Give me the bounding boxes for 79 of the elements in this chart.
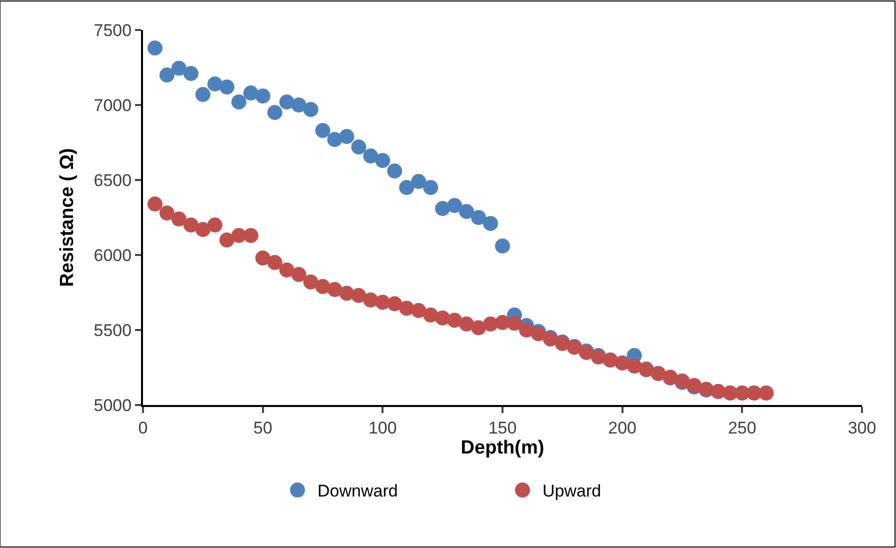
point (327, 282, 342, 297)
point (435, 310, 450, 326)
point (303, 102, 318, 117)
y-tick-label: 6500 (94, 170, 132, 190)
x-tick-label: 250 (728, 418, 756, 438)
x-tick-label: 100 (368, 418, 397, 438)
point (243, 228, 258, 243)
point (195, 222, 210, 237)
point (471, 210, 486, 225)
point (506, 316, 522, 331)
point (159, 206, 174, 220)
y-tick-label: 5500 (94, 320, 132, 340)
point (195, 87, 210, 102)
point (447, 198, 462, 213)
point (147, 40, 162, 56)
point (375, 294, 390, 310)
x-axis-title: Depth(m) (460, 438, 544, 459)
point (267, 255, 282, 270)
point (351, 288, 366, 303)
y-axis-title: Resistance ( Ω) (57, 148, 78, 287)
point (339, 129, 354, 144)
point (291, 98, 306, 112)
point (387, 164, 402, 178)
point (315, 279, 330, 294)
point (147, 196, 162, 212)
point (351, 140, 366, 154)
point (435, 201, 450, 216)
point (279, 94, 294, 110)
point (399, 300, 414, 316)
x-tick-label: 50 (253, 418, 272, 438)
point (459, 204, 474, 219)
point (255, 88, 270, 104)
point (483, 216, 498, 231)
point (626, 358, 642, 374)
point (518, 322, 534, 338)
point (279, 262, 294, 278)
point (411, 174, 426, 189)
x-tick-label: 200 (608, 418, 637, 438)
point (399, 180, 414, 195)
point (315, 123, 330, 138)
y-tick-label: 7500 (94, 20, 132, 40)
point (459, 316, 474, 332)
point (423, 180, 438, 195)
point (159, 68, 174, 82)
point (375, 153, 390, 168)
x-tick-label: 150 (488, 418, 517, 438)
point (183, 66, 198, 81)
y-tick-label: 5000 (94, 396, 132, 415)
point (614, 356, 630, 370)
point (327, 132, 342, 147)
point (483, 316, 498, 332)
point (219, 80, 234, 94)
point (219, 232, 234, 248)
point (387, 296, 402, 312)
legend-label: Upward (542, 482, 602, 501)
point (339, 286, 354, 301)
point (411, 303, 426, 318)
point (183, 218, 198, 232)
y-tick-label: 7000 (94, 96, 132, 115)
point (171, 212, 186, 226)
point (243, 86, 258, 100)
point (255, 250, 270, 266)
x-tick-label: 300 (848, 418, 876, 438)
point (231, 94, 246, 110)
x-tick-label: 0 (138, 418, 148, 438)
point (303, 274, 318, 290)
point (291, 267, 306, 282)
y-tick-label: 6000 (94, 246, 132, 265)
point (207, 218, 222, 232)
legend-label: Downward (318, 482, 398, 501)
point (363, 148, 378, 164)
point (363, 292, 378, 308)
point (423, 308, 438, 322)
point (471, 320, 486, 336)
point (267, 105, 282, 120)
point (495, 238, 510, 254)
point (171, 60, 186, 76)
point (447, 312, 462, 328)
point (207, 76, 222, 92)
